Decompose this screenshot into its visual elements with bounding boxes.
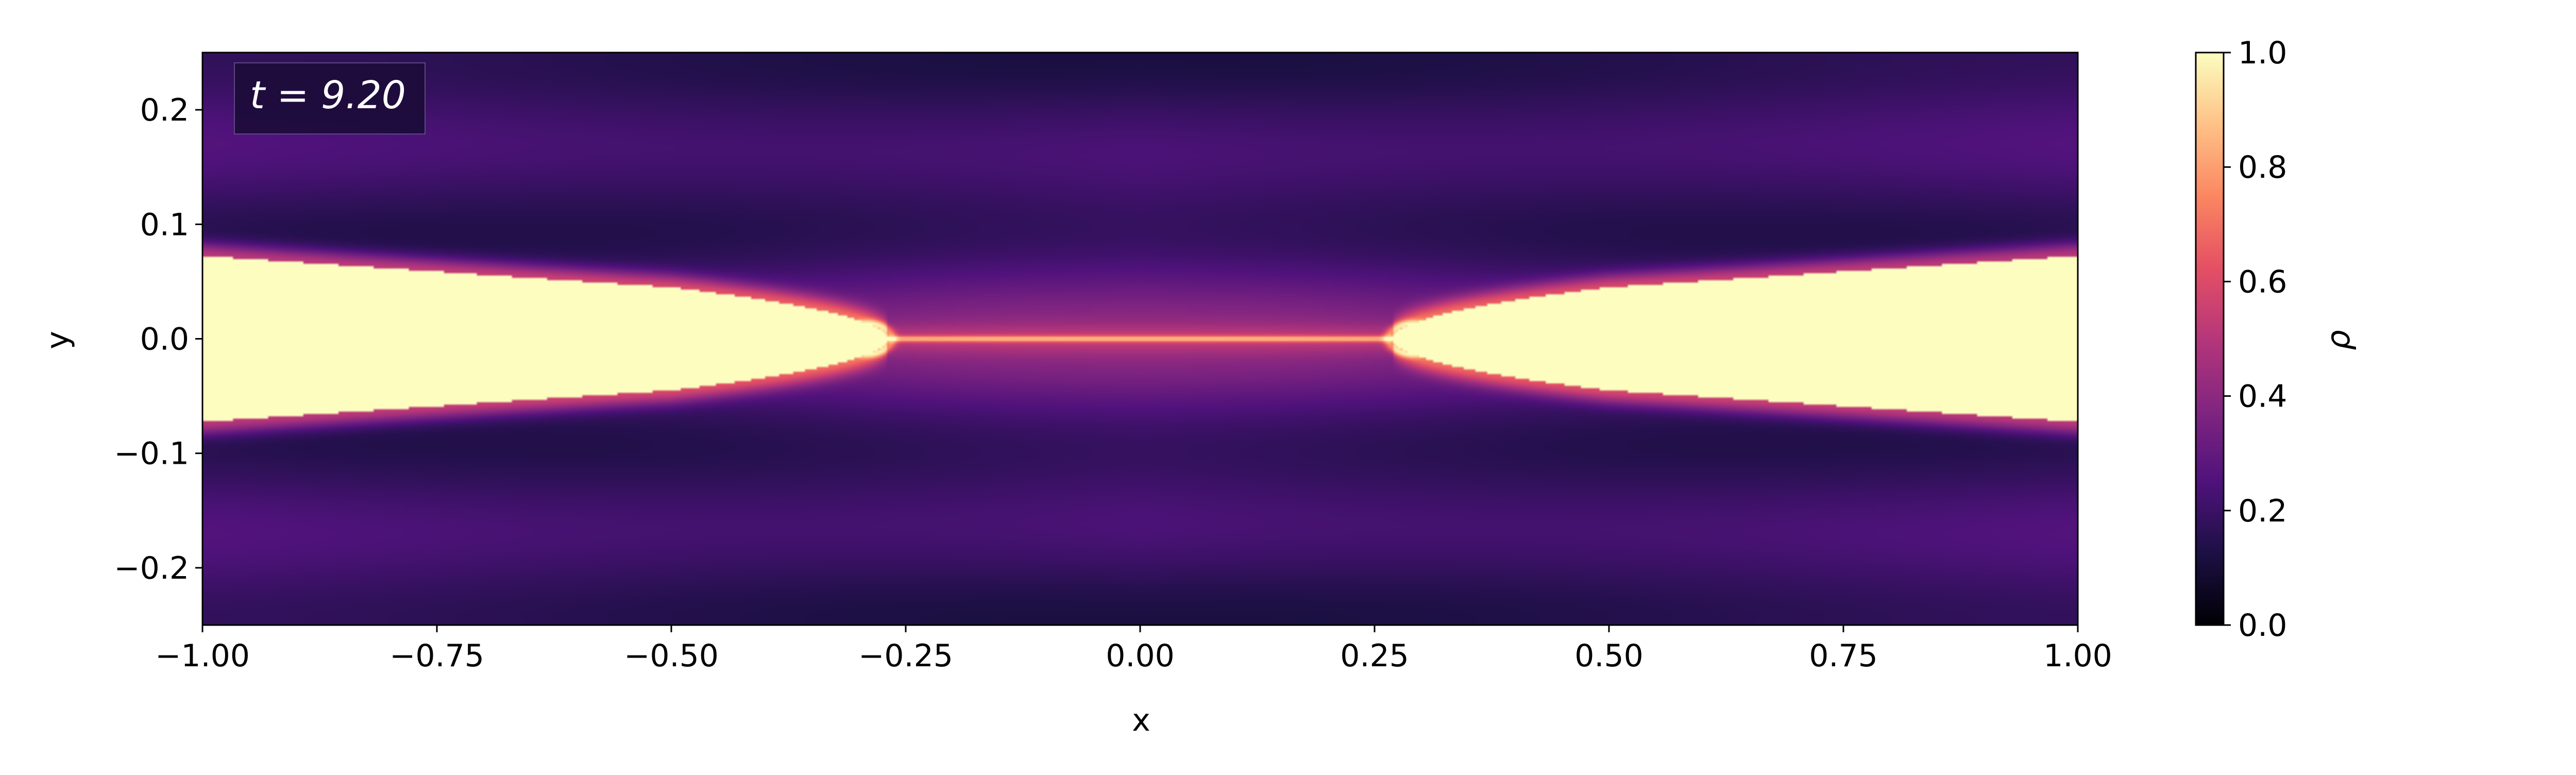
x-tick-label: 0.25 [1340, 638, 1409, 674]
y-tick-label: 0.0 [140, 322, 189, 358]
colorbar-tick-label: 0.2 [2238, 493, 2287, 529]
colorbar-tick-label: 1.0 [2238, 35, 2287, 71]
colorbar-tick-label: 0.4 [2238, 379, 2287, 415]
colorbar-label: ρ [2319, 330, 2357, 350]
colorbar-tick-label: 0.0 [2238, 608, 2287, 644]
y-tick-label: −0.1 [114, 436, 189, 472]
x-tick-label: 0.00 [1106, 638, 1175, 674]
plot-area [201, 52, 2079, 626]
y-tick-label: 0.2 [140, 92, 189, 128]
x-tick-label: −1.00 [155, 638, 250, 674]
x-tick-label: 0.75 [1809, 638, 1878, 674]
y-tick-label: −0.2 [114, 550, 189, 586]
colorbar: 1.0 0.8 0.6 0.4 0.2 0.0 [2195, 35, 2287, 644]
x-tick-label: −0.75 [389, 638, 484, 674]
x-tick-label: −0.25 [858, 638, 953, 674]
density-field [202, 53, 2078, 625]
x-axis-label: x [1132, 702, 1150, 738]
x-tick-label: 0.50 [1574, 638, 1643, 674]
colorbar-tick-label: 0.6 [2238, 264, 2287, 300]
y-axis: 0.2 0.1 0.0 −0.1 −0.2 [114, 92, 202, 586]
y-tick-label: 0.1 [140, 207, 189, 243]
time-annotation-box [234, 62, 426, 134]
x-tick-label: 1.00 [2043, 638, 2112, 674]
x-tick-label: −0.50 [624, 638, 719, 674]
colorbar-gradient [2195, 52, 2225, 626]
time-annotation: t = 9.20 [250, 73, 406, 117]
x-axis: −1.00 −0.75 −0.50 −0.25 0.00 0.25 0.50 0.75 1.00 [155, 625, 2112, 674]
colorbar-tick-label: 0.8 [2238, 149, 2287, 186]
y-axis-label: y [40, 331, 76, 349]
